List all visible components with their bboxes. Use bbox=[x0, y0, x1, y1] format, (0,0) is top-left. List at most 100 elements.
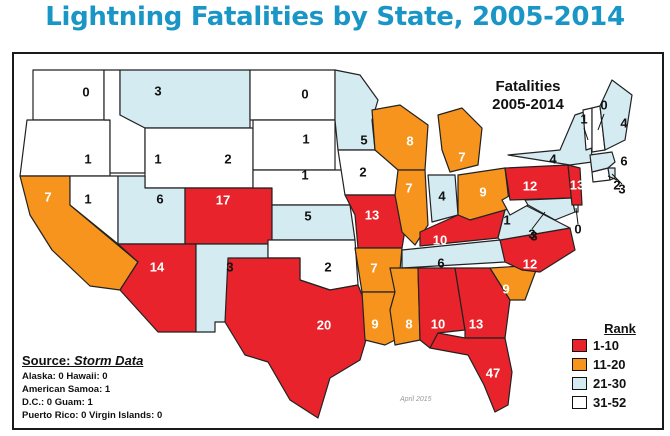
page-title: Lightning Fatalities by State, 2005-2014 bbox=[45, 2, 625, 32]
legend-label: 11-20 bbox=[593, 357, 626, 372]
source-line: D.C.: 0 Guam: 1 bbox=[22, 397, 93, 408]
state-value-label-ky: 10 bbox=[433, 232, 447, 247]
state-md bbox=[524, 197, 576, 221]
source-line: Alaska: 0 Hawaii: 0 bbox=[22, 371, 108, 382]
state-value-label-ri: 3 bbox=[618, 181, 625, 196]
state-value-label-nm: 3 bbox=[226, 259, 233, 274]
leader-line bbox=[575, 207, 579, 225]
state-value-label-mn: 5 bbox=[360, 132, 367, 147]
legend: Rank 1-10 11-20 21-30 31-52 bbox=[572, 321, 658, 414]
state-value-label-nc: 12 bbox=[523, 256, 537, 271]
states-layer bbox=[19, 69, 633, 419]
state-value-label-id: 1 bbox=[154, 151, 161, 166]
legend-swatch bbox=[572, 396, 587, 409]
state-value-label-or: 1 bbox=[84, 151, 91, 166]
state-tx bbox=[224, 257, 373, 419]
state-value-label-wv: 1 bbox=[503, 212, 510, 227]
state-me bbox=[599, 79, 633, 151]
state-ks bbox=[271, 204, 356, 241]
state-value-label-vt: 1 bbox=[580, 111, 587, 126]
state-value-label-mi: 7 bbox=[458, 149, 465, 164]
map-title-line2: 2005-2014 bbox=[492, 96, 564, 113]
state-ms bbox=[389, 267, 421, 346]
state-value-label-mt: 3 bbox=[154, 83, 161, 98]
leader-line bbox=[597, 113, 605, 131]
state-value-label-mo: 13 bbox=[365, 207, 379, 222]
state-value-label-ne: 1 bbox=[301, 167, 308, 182]
map-title: Fatalities 2005-2014 bbox=[468, 78, 588, 114]
leader-line bbox=[607, 175, 618, 181]
state-value-label-nj: 13 bbox=[570, 177, 584, 192]
state-value-label-ks: 5 bbox=[304, 208, 311, 223]
legend-label: 31-52 bbox=[593, 395, 627, 410]
state-value-label-ga: 13 bbox=[469, 316, 483, 331]
state-value-label-wy: 2 bbox=[224, 151, 231, 166]
state-value-label-co: 17 bbox=[216, 192, 230, 207]
state-value-label-ar: 7 bbox=[370, 260, 377, 275]
state-value-label-va: 3 bbox=[530, 228, 537, 243]
state-value-label-sc: 9 bbox=[502, 281, 509, 296]
leader-line bbox=[611, 173, 623, 185]
legend-item: 31-52 bbox=[572, 395, 658, 410]
legend-title: Rank bbox=[604, 321, 636, 336]
state-value-label-ct: 2 bbox=[613, 177, 620, 192]
source-prefix: Source: bbox=[22, 353, 75, 368]
state-sd bbox=[252, 119, 336, 171]
legend-item: 1-10 bbox=[572, 338, 658, 353]
state-value-label-ma: 6 bbox=[620, 153, 627, 168]
legend-swatch bbox=[572, 358, 587, 371]
source-line: American Samoa: 1 bbox=[22, 384, 111, 395]
state-value-label-ok: 2 bbox=[324, 259, 331, 274]
state-value-label-az: 14 bbox=[150, 259, 165, 274]
source-line: Puerto Rico: 0 Virgin Islands: 0 bbox=[22, 410, 163, 421]
leader-line bbox=[583, 127, 589, 141]
state-value-label-de: 0 bbox=[574, 221, 581, 236]
state-value-label-il: 7 bbox=[405, 180, 412, 195]
legend-label: 21-30 bbox=[593, 376, 627, 391]
state-value-label-nh: 0 bbox=[600, 97, 607, 112]
state-value-label-tn: 6 bbox=[437, 255, 444, 270]
legend-swatch bbox=[572, 377, 587, 390]
state-value-label-wi: 8 bbox=[406, 133, 413, 148]
state-value-label-pa: 12 bbox=[523, 178, 537, 193]
legend-label: 1-10 bbox=[593, 338, 620, 353]
state-value-label-wa: 0 bbox=[82, 84, 89, 99]
state-ma bbox=[589, 151, 616, 173]
state-mi bbox=[437, 107, 483, 173]
state-value-label-sd: 1 bbox=[302, 131, 309, 146]
state-value-label-nv: 1 bbox=[84, 191, 91, 206]
state-value-label-ms: 8 bbox=[405, 316, 412, 331]
state-fl bbox=[429, 332, 513, 413]
state-value-label-in: 4 bbox=[438, 188, 446, 203]
state-value-label-nd: 0 bbox=[301, 86, 308, 101]
state-nd bbox=[249, 69, 336, 121]
source-note: Source: Storm Data Alaska: 0 Hawaii: 0 A… bbox=[22, 353, 242, 422]
state-value-label-ut: 6 bbox=[156, 191, 163, 206]
leader-line bbox=[531, 211, 546, 230]
date-note: April 2015 bbox=[400, 396, 432, 403]
source-title: Source: Storm Data bbox=[22, 353, 242, 368]
state-value-label-oh: 9 bbox=[479, 184, 486, 199]
state-value-label-ca: 7 bbox=[44, 189, 51, 204]
state-wa bbox=[32, 69, 105, 121]
state-value-label-fl: 47 bbox=[486, 365, 500, 380]
state-value-label-la: 9 bbox=[371, 316, 378, 331]
map-title-line1: Fatalities bbox=[495, 78, 561, 95]
state-value-label-ia: 2 bbox=[359, 164, 366, 179]
legend-swatch bbox=[572, 339, 587, 352]
state-or bbox=[19, 119, 111, 177]
state-il bbox=[394, 169, 429, 246]
legend-item: 11-20 bbox=[572, 357, 658, 372]
state-value-label-tx: 20 bbox=[317, 317, 331, 332]
state-nj bbox=[567, 164, 583, 206]
state-pa bbox=[504, 164, 573, 201]
source-name: Storm Data bbox=[74, 353, 144, 368]
state-value-label-md: 3 bbox=[528, 226, 535, 241]
state-mt bbox=[119, 69, 251, 129]
state-value-label-me: 4 bbox=[620, 115, 628, 130]
state-value-label-ny: 4 bbox=[549, 151, 557, 166]
state-value-label-al: 10 bbox=[431, 316, 445, 331]
legend-item: 21-30 bbox=[572, 376, 658, 391]
